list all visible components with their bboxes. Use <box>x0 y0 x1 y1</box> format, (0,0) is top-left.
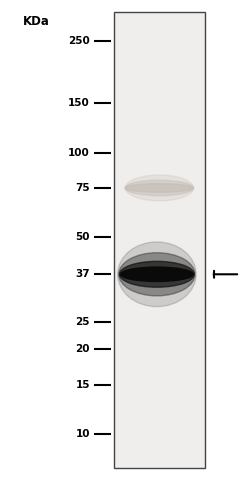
Ellipse shape <box>125 184 194 192</box>
Text: 100: 100 <box>68 148 90 158</box>
Ellipse shape <box>120 261 194 287</box>
Text: 20: 20 <box>76 345 90 355</box>
Text: 37: 37 <box>76 269 90 279</box>
Text: 250: 250 <box>68 36 90 46</box>
Text: 50: 50 <box>76 232 90 242</box>
Text: KDa: KDa <box>23 15 50 28</box>
Ellipse shape <box>119 252 195 296</box>
Ellipse shape <box>125 175 194 201</box>
Ellipse shape <box>118 242 196 307</box>
Text: 25: 25 <box>76 317 90 327</box>
Bar <box>114 12 205 468</box>
Text: 150: 150 <box>68 98 90 108</box>
Text: 10: 10 <box>76 429 90 439</box>
Ellipse shape <box>120 267 193 281</box>
Text: 15: 15 <box>76 380 90 390</box>
Ellipse shape <box>125 180 194 196</box>
Text: 75: 75 <box>76 183 90 193</box>
